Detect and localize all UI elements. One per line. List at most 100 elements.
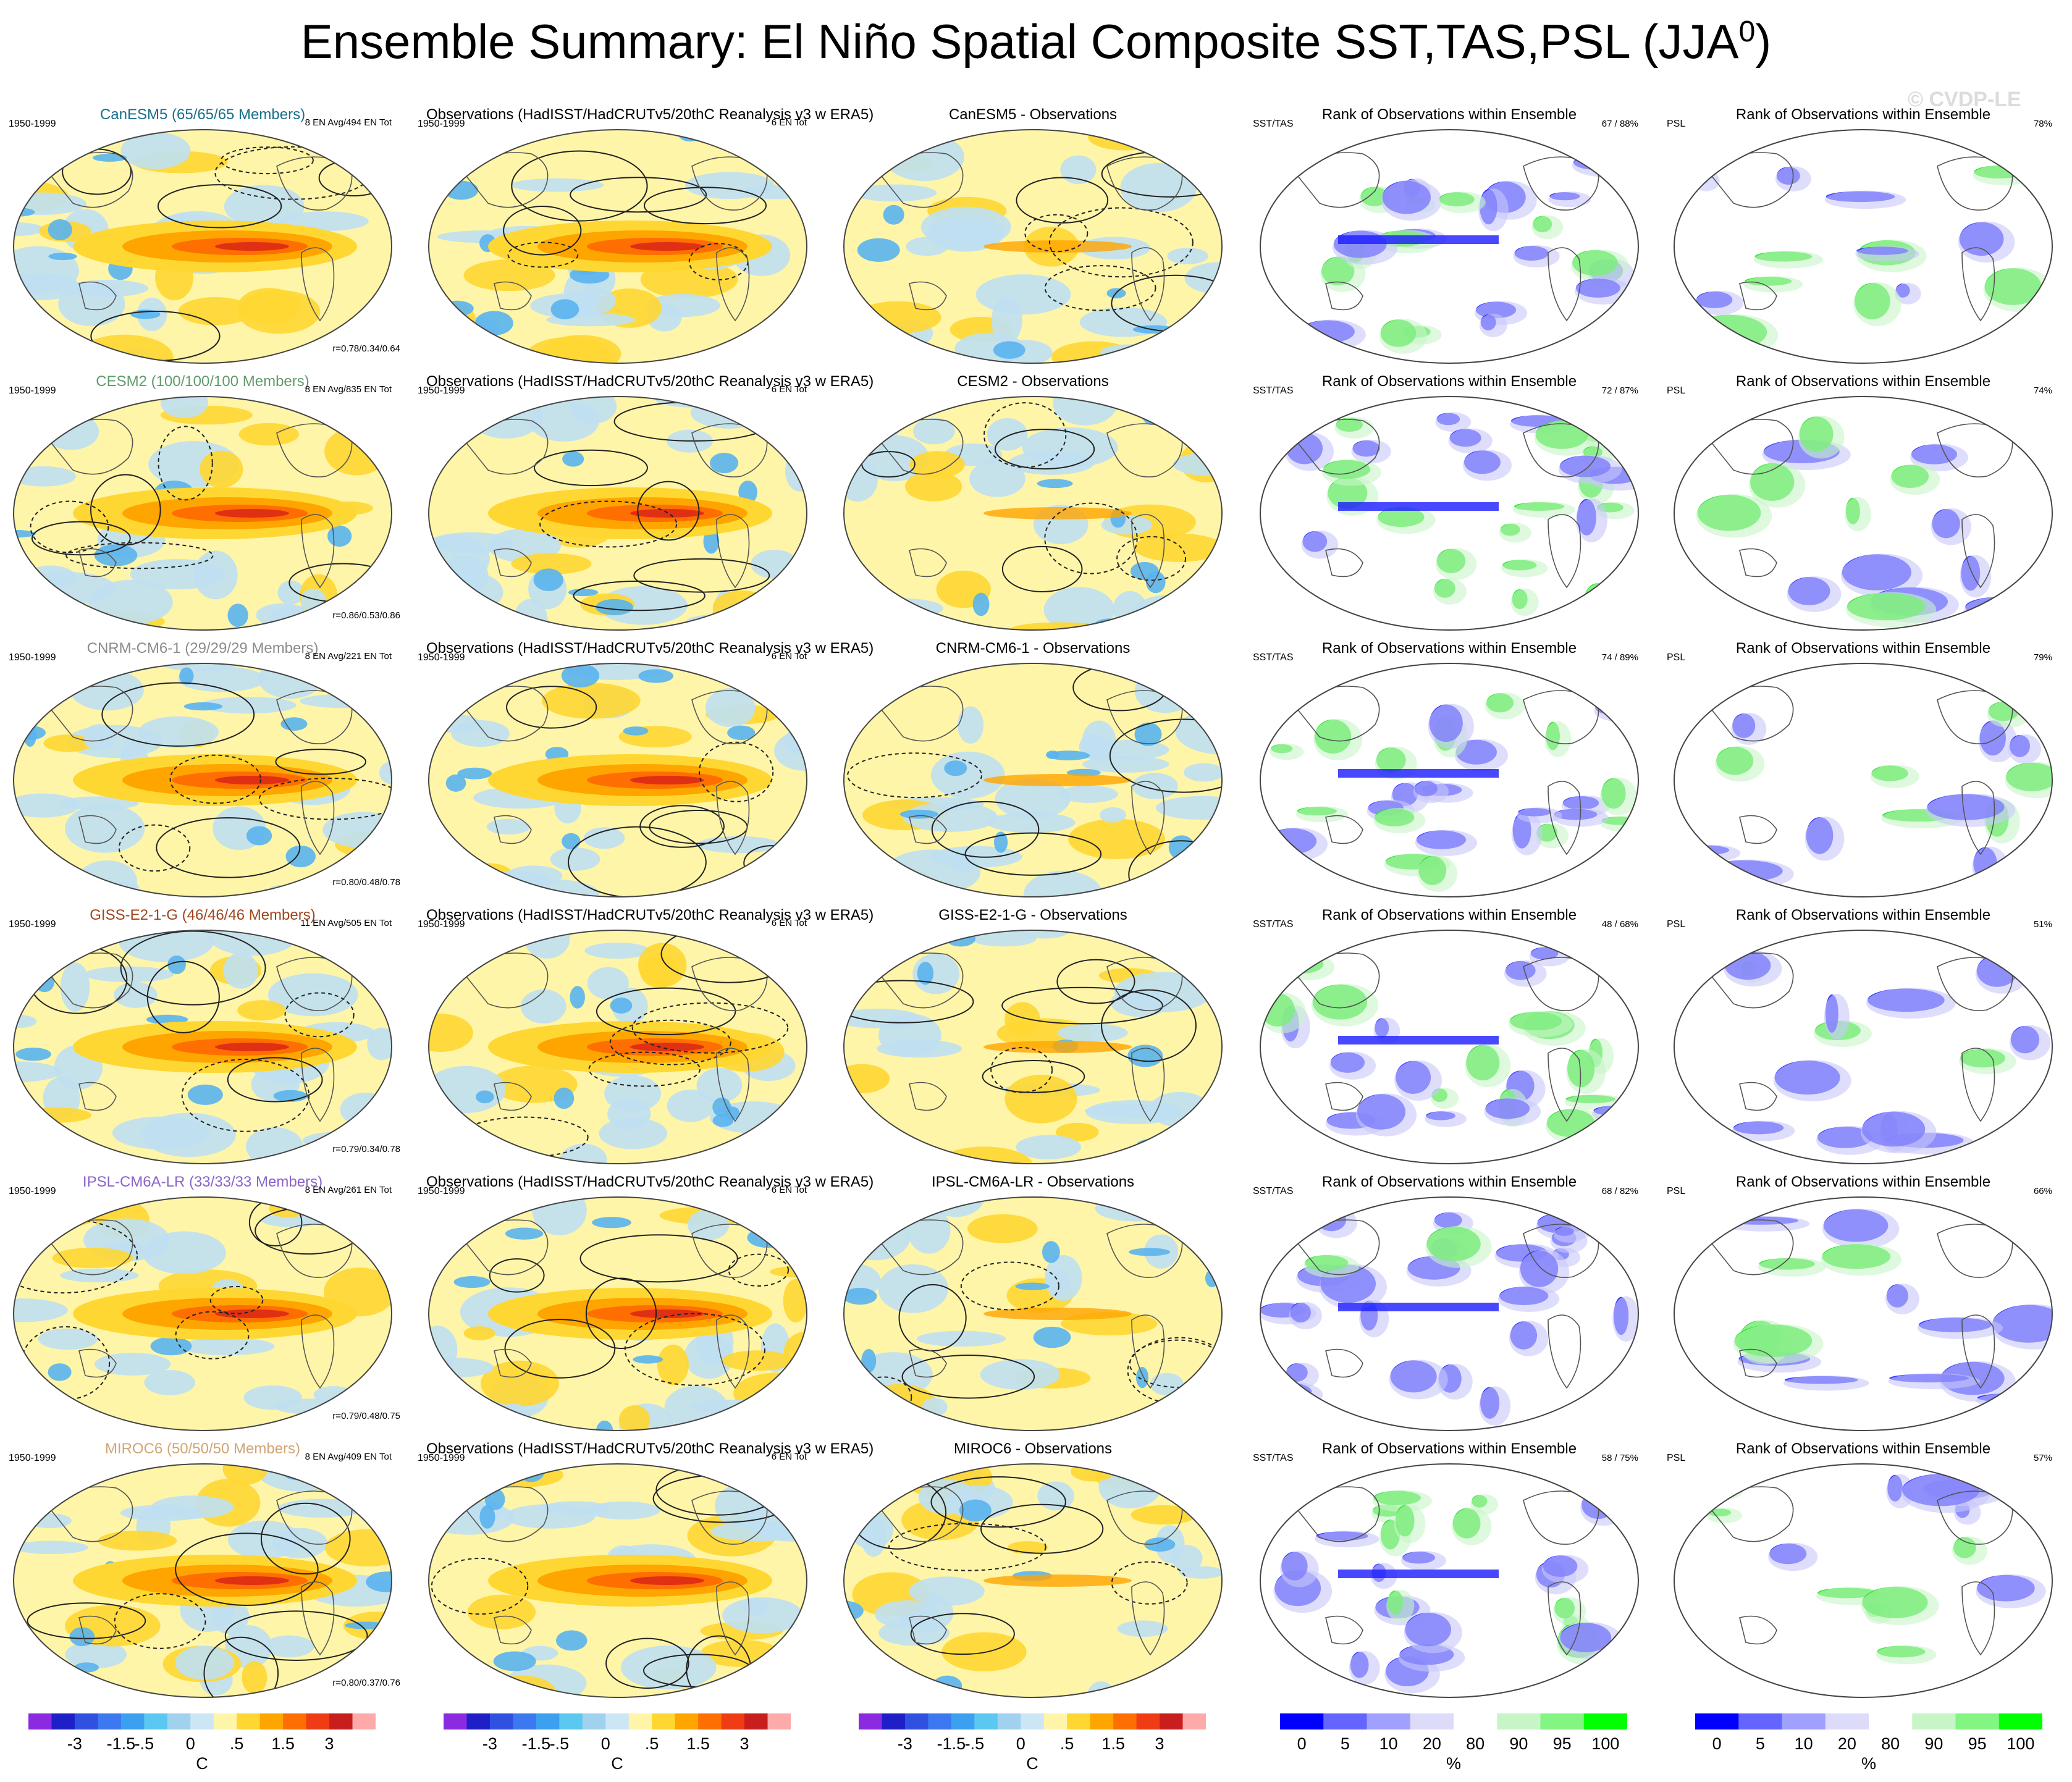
- colorbar-swatch: [1497, 1713, 1541, 1729]
- colorbar-swatch: [1738, 1713, 1782, 1729]
- colorbar-tick-label: 5: [1340, 1734, 1350, 1753]
- colorbar-swatch: [329, 1713, 353, 1729]
- colorbar-unit: C: [611, 1754, 623, 1773]
- colorbar-tick-label: 1.5: [1101, 1734, 1125, 1753]
- colorbar-swatch: [352, 1713, 376, 1729]
- rank-psl-variable: PSL: [1667, 652, 1686, 663]
- colorbar-tick-label: 1.5: [271, 1734, 295, 1753]
- period-label: 1950-1999: [9, 919, 56, 930]
- diff-panel-title: CanESM5 - Observations: [948, 106, 1118, 123]
- colorbar-unit: C: [1026, 1754, 1038, 1773]
- colorbar-swatch: [259, 1713, 284, 1729]
- ensemble-count: 8 EN Avg/494 EN Tot: [305, 117, 392, 128]
- pattern-correlation: r=0.78/0.34/0.64: [332, 343, 400, 354]
- colorbar: [1280, 1713, 1627, 1729]
- obs-count: 6 EN Tot: [771, 1185, 807, 1195]
- colorbar-tick-label: 95: [1552, 1734, 1572, 1753]
- colorbar-tick-label: 95: [1968, 1734, 1987, 1753]
- period-label: 1950-1999: [418, 385, 465, 396]
- pattern-correlation: r=0.79/0.34/0.78: [332, 1144, 400, 1154]
- colorbar-tick-label: 0: [1016, 1734, 1025, 1753]
- colorbar-swatch: [628, 1713, 652, 1729]
- colorbar-tick-label: 0: [185, 1734, 195, 1753]
- colorbar-swatch: [721, 1713, 745, 1729]
- diff-map: [843, 1196, 1223, 1431]
- diff-panel-title: CNRM-CM6-1 - Observations: [935, 640, 1131, 657]
- rank-sst-map: [1260, 930, 1639, 1164]
- colorbar-swatch: [1160, 1713, 1184, 1729]
- rank-psl-title: Rank of Observations within Ensemble: [1735, 106, 1991, 123]
- colorbar-tick-label: -.5: [964, 1734, 985, 1753]
- obs-panel-title: Observations (HadISST/HadCRUTv5/20thC Re…: [426, 1440, 874, 1457]
- rank-psl-map: [1674, 1196, 2053, 1431]
- colorbar-swatch: [928, 1713, 952, 1729]
- colorbar-tick-label: -.5: [549, 1734, 570, 1753]
- colorbar-swatch: [1825, 1713, 1869, 1729]
- colorbar-tick-label: 100: [1591, 1734, 1620, 1753]
- diff-map: [843, 129, 1223, 364]
- model-map: [13, 1196, 392, 1431]
- rank-sst-percent: 72 / 87%: [1601, 385, 1638, 396]
- period-label: 1950-1999: [9, 119, 56, 129]
- colorbar-swatch: [28, 1713, 52, 1729]
- colorbar-swatch: [1540, 1713, 1585, 1729]
- rank-psl-title: Rank of Observations within Ensemble: [1735, 1440, 1991, 1457]
- obs-map: [428, 1463, 807, 1698]
- rank-sst-percent: 68 / 82%: [1601, 1186, 1638, 1196]
- rank-psl-title: Rank of Observations within Ensemble: [1735, 1174, 1991, 1190]
- rank-sst-title: Rank of Observations within Ensemble: [1321, 907, 1577, 923]
- colorbar-swatch: [859, 1713, 882, 1729]
- rank-psl-map: [1674, 396, 2053, 631]
- colorbar-tick-label: 80: [1466, 1734, 1485, 1753]
- period-label: 1950-1999: [9, 385, 56, 396]
- rank-psl-percent: 79%: [2033, 652, 2052, 663]
- colorbar-swatch: [283, 1713, 307, 1729]
- obs-panel-title: Observations (HadISST/HadCRUTv5/20thC Re…: [426, 907, 874, 923]
- colorbar-tick-label: 90: [1924, 1734, 1944, 1753]
- colorbar-swatch: [767, 1713, 791, 1729]
- colorbar-unit: C: [196, 1754, 208, 1773]
- model-panel-title: CNRM-CM6-1 (29/29/29 Members): [86, 640, 319, 657]
- model-map: [13, 930, 392, 1164]
- rank-sst-variable: SST/TAS: [1253, 919, 1294, 930]
- rank-psl-percent: 57%: [2033, 1453, 2052, 1463]
- obs-map: [428, 396, 807, 631]
- colorbar-swatch: [675, 1713, 699, 1729]
- rank-sst-map: [1260, 663, 1639, 897]
- colorbar-swatch: [237, 1713, 261, 1729]
- diff-panel-title: IPSL-CM6A-LR - Observations: [931, 1174, 1135, 1190]
- diff-map: [843, 930, 1223, 1164]
- rank-sst-map: [1260, 396, 1639, 631]
- colorbar-swatch: [1021, 1713, 1045, 1729]
- colorbar-swatch: [1113, 1713, 1137, 1729]
- colorbar-swatch: [1367, 1713, 1411, 1729]
- colorbar-tick-label: -1.5: [106, 1734, 136, 1753]
- colorbar-swatch: [744, 1713, 769, 1729]
- period-label: 1950-1999: [418, 1186, 465, 1196]
- colorbar-tick-label: 3: [739, 1734, 749, 1753]
- model-panel-title: IPSL-CM6A-LR (33/33/33 Members): [82, 1174, 323, 1190]
- obs-count: 6 EN Tot: [771, 1452, 807, 1462]
- rank-psl-title: Rank of Observations within Ensemble: [1735, 373, 1991, 390]
- obs-panel-title: Observations (HadISST/HadCRUTv5/20thC Re…: [426, 373, 874, 390]
- colorbar-swatch: [444, 1713, 467, 1729]
- model-panel-title: CESM2 (100/100/100 Members): [96, 373, 310, 390]
- diff-map: [843, 1463, 1223, 1698]
- period-label: 1950-1999: [9, 1453, 56, 1463]
- ensemble-count: 11 EN Avg/505 EN Tot: [300, 918, 392, 928]
- colorbar-tick-label: -1.5: [521, 1734, 551, 1753]
- rank-psl-title: Rank of Observations within Ensemble: [1735, 907, 1991, 923]
- colorbar-swatch: [1454, 1713, 1497, 1729]
- colorbar-swatch: [51, 1713, 75, 1729]
- period-label: 1950-1999: [9, 652, 56, 663]
- period-label: 1950-1999: [9, 1186, 56, 1196]
- rank-psl-variable: PSL: [1667, 1186, 1686, 1196]
- colorbar-tick-label: 0: [600, 1734, 610, 1753]
- rank-psl-percent: 51%: [2033, 919, 2052, 930]
- colorbar-swatch: [582, 1713, 606, 1729]
- colorbar-tick-label: .5: [644, 1734, 659, 1753]
- colorbar-swatch: [559, 1713, 583, 1729]
- colorbar-swatch: [306, 1713, 330, 1729]
- period-label: 1950-1999: [418, 1453, 465, 1463]
- model-panel-title: CanESM5 (65/65/65 Members): [99, 106, 306, 123]
